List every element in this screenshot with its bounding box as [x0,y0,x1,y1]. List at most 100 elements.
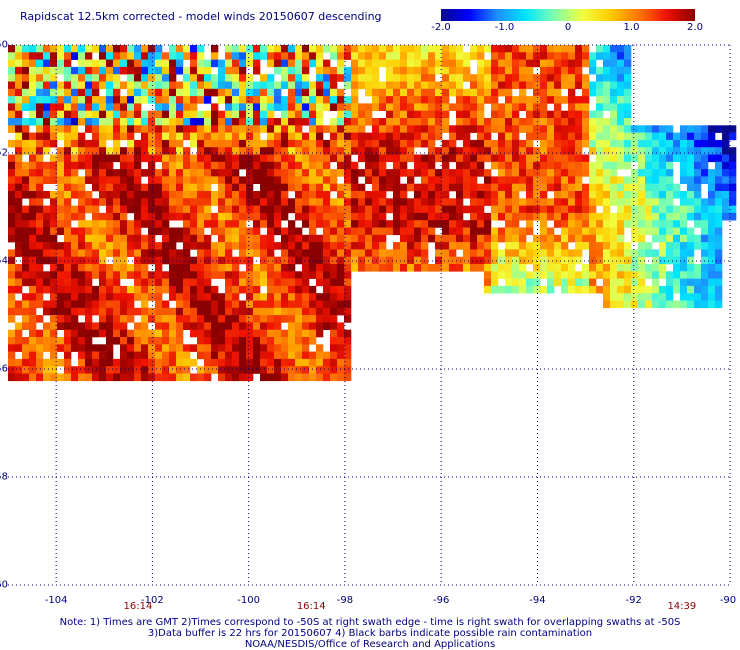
wind-cell [715,212,723,221]
wind-cell [456,220,464,228]
wind-cell [43,234,51,243]
wind-cell [302,52,310,60]
wind-cell [204,139,212,148]
wind-cell [400,81,408,90]
wind-cell [533,147,541,155]
wind-cell [36,329,44,338]
wind-cell [715,300,723,309]
wind-cell [547,110,555,119]
wind-cell [673,154,681,163]
wind-cell [169,249,177,257]
wind-cell [106,191,114,199]
wind-cell [141,358,149,367]
wind-cell [78,66,86,75]
wind-cell [379,191,387,199]
wind-cell [43,344,51,352]
wind-cell [302,212,310,221]
wind-cell [617,154,625,163]
wind-cell [666,147,674,155]
wind-cell [386,74,394,82]
wind-cell [512,256,520,265]
wind-cell [568,212,576,221]
wind-cell [540,212,548,221]
wind-cell [386,264,394,272]
wind-cell [92,227,100,236]
wind-cell [99,52,107,60]
wind-cell [162,125,170,133]
wind-cell [540,249,548,257]
wind-cell [351,220,359,228]
wind-cell [687,176,695,184]
wind-cell [652,191,660,199]
wind-cell [274,256,282,265]
wind-cell [309,227,317,236]
wind-cell [246,285,254,294]
wind-cell [295,66,303,75]
wind-cell [239,176,247,184]
wind-cell [603,191,611,199]
wind-cell [309,198,317,206]
wind-cell [421,132,429,141]
wind-cell [113,118,121,126]
wind-cell [365,118,373,126]
wind-cell [295,256,303,265]
wind-cell [274,300,282,309]
wind-cell [666,285,674,294]
wind-cell [155,59,163,68]
wind-cell [92,81,100,90]
wind-cell [687,293,695,301]
wind-cell [526,59,534,68]
wind-cell [498,169,506,177]
wind-cell [456,66,464,75]
wind-cell [680,212,688,221]
wind-cell [687,132,695,141]
wind-cell [260,264,268,272]
wind-cell [183,198,191,206]
wind-cell [8,358,16,367]
wind-cell [568,52,576,60]
wind-cell [421,59,429,68]
wind-cell [330,344,338,352]
wind-cell [330,147,338,155]
wind-cell [267,366,275,374]
wind-cell [99,110,107,119]
wind-cell [71,81,79,90]
wind-cell [71,227,79,236]
wind-cell [645,191,653,199]
wind-cell [85,59,93,68]
wind-cell [281,344,289,352]
wind-cell [162,81,170,90]
wind-cell [708,169,716,177]
wind-cell [323,96,331,104]
wind-cell [379,154,387,163]
wind-cell [554,118,562,126]
wind-cell [344,212,352,221]
wind-cell [603,74,611,82]
wind-cell [106,337,114,345]
wind-cell [190,278,198,287]
wind-cell [351,256,359,265]
wind-cell [302,285,310,294]
wind-cell [575,242,583,250]
wind-cell [442,103,450,111]
wind-cell [449,154,457,163]
wind-cell [204,344,212,352]
wind-cell [295,315,303,323]
wind-cell [477,59,485,68]
wind-cell [589,234,597,243]
wind-cell [232,81,240,90]
wind-cell [316,307,324,316]
wind-cell [225,161,233,170]
wind-cell [309,322,317,330]
wind-cell [463,161,471,170]
wind-cell [407,220,415,228]
wind-cell [365,176,373,184]
wind-cell [379,96,387,104]
wind-cell [78,132,86,141]
wind-cell [309,161,317,170]
wind-cell [610,220,618,228]
wind-cell [547,256,555,265]
wind-cell [561,198,569,206]
wind-cell [547,183,555,192]
wind-cell [15,307,23,316]
